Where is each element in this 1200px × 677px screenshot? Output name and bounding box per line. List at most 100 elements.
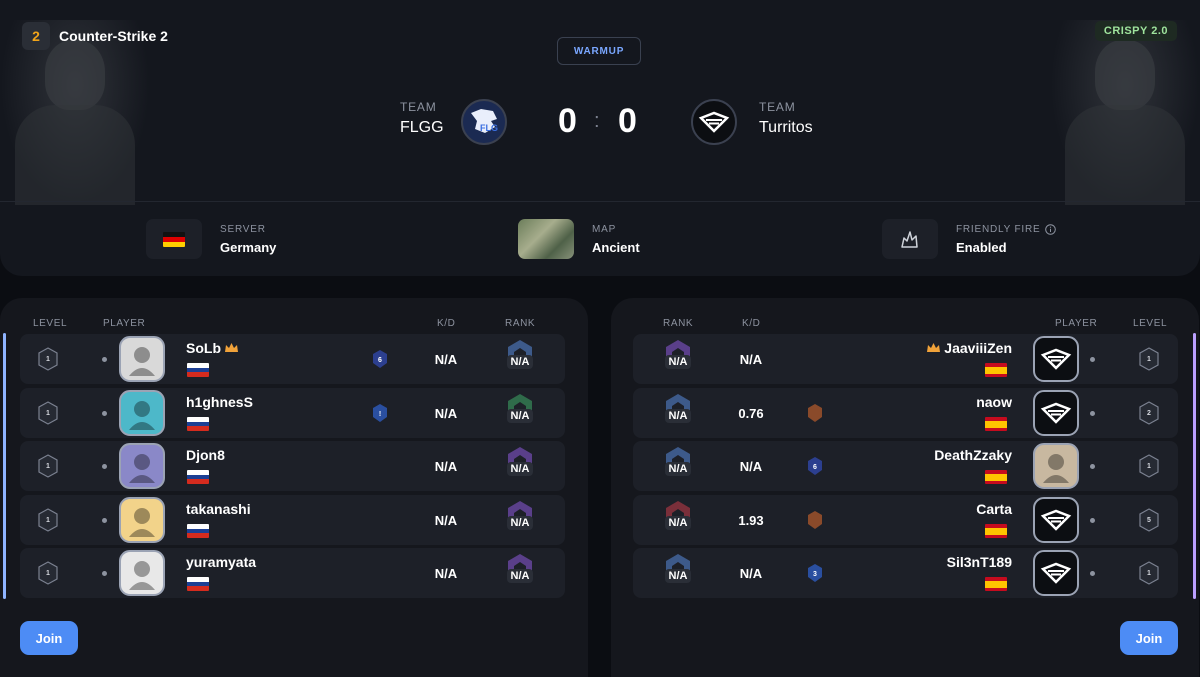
player-name[interactable]: JaaviiiZen <box>926 340 1012 356</box>
player-name[interactable]: Sil3nT189 <box>946 554 1012 570</box>
level-badge-icon: 2 <box>1138 401 1160 425</box>
svg-text:FLG: FLG <box>480 123 498 133</box>
rank-badge: N/A <box>501 553 539 593</box>
russia-flag-icon <box>187 417 209 431</box>
status-dot <box>1090 464 1095 469</box>
player-avatar[interactable] <box>119 336 165 382</box>
map-info: MAP Ancient <box>518 219 640 259</box>
russia-flag-icon <box>187 470 209 484</box>
player-kd: N/A <box>434 406 458 421</box>
player-avatar[interactable] <box>119 497 165 543</box>
player-row[interactable]: N/A N/A 3 Sil3nT189 1 <box>633 548 1178 598</box>
level-badge-icon: 1 <box>37 454 59 478</box>
match-header: 2 Counter-Strike 2 CRISPY 2.0 WARMUP TEA… <box>0 0 1200 276</box>
player-name[interactable]: naow <box>976 394 1012 410</box>
team-left-label: TEAM <box>400 100 437 114</box>
player-row[interactable]: N/A 0.76 naow 2 <box>633 388 1178 438</box>
player-name[interactable]: yuramyata <box>186 554 257 570</box>
player-row[interactable]: 1 takanashi N/A N/A <box>20 495 565 545</box>
svg-text:6: 6 <box>378 357 382 364</box>
player-name[interactable]: SoLb <box>186 340 239 356</box>
player-kd: N/A <box>434 566 458 581</box>
player-avatar[interactable] <box>1033 336 1079 382</box>
player-name[interactable]: Carta <box>976 501 1012 517</box>
player-avatar[interactable] <box>119 443 165 489</box>
player-avatar[interactable] <box>119 390 165 436</box>
header-divider <box>0 201 1200 202</box>
rank-value: N/A <box>664 409 692 423</box>
status-dot <box>1090 357 1095 362</box>
player-avatar[interactable] <box>1033 550 1079 596</box>
player-kd: N/A <box>739 352 763 367</box>
info-icon[interactable] <box>1044 223 1056 235</box>
player-avatar[interactable] <box>119 550 165 596</box>
server-flag-box <box>146 219 202 259</box>
player-kd: 1.93 <box>738 513 764 528</box>
crown-icon <box>225 343 238 352</box>
server-info: SERVER Germany <box>146 219 276 259</box>
svg-text:6: 6 <box>813 464 817 471</box>
player-row[interactable]: N/A N/A JaaviiiZen 1 <box>633 334 1178 384</box>
rank-badge: N/A <box>659 339 697 379</box>
player-avatar[interactable] <box>1033 497 1079 543</box>
rank-badge: N/A <box>501 393 539 433</box>
player-kd: N/A <box>434 513 458 528</box>
rank-value: N/A <box>506 569 534 583</box>
level-badge-icon: 1 <box>1138 561 1160 585</box>
medal-icon: 3 <box>806 562 824 584</box>
right-col-player: PLAYER <box>1055 318 1098 329</box>
team-left-name: FLGG <box>400 119 444 136</box>
server-label: SERVER <box>220 223 266 235</box>
map-label: MAP <box>592 223 617 235</box>
player-name[interactable]: takanashi <box>186 501 251 517</box>
player-name[interactable]: DeathZzaky <box>934 447 1012 463</box>
svg-text:!: ! <box>379 411 381 418</box>
rank-value: N/A <box>664 462 692 476</box>
status-dot <box>1090 518 1095 523</box>
player-avatar[interactable] <box>1033 443 1079 489</box>
rank-value: N/A <box>506 516 534 530</box>
level-badge-icon: 1 <box>37 508 59 532</box>
crown-icon <box>927 343 941 352</box>
player-row[interactable]: 1 yuramyata N/A N/A <box>20 548 565 598</box>
player-row[interactable]: 1 SoLb 6 N/A N/A <box>20 334 565 384</box>
status-dot <box>102 411 107 416</box>
rank-value: N/A <box>506 409 534 423</box>
russia-flag-icon <box>187 577 209 591</box>
left-col-level: LEVEL <box>33 318 68 329</box>
left-col-kd: K/D <box>437 318 456 329</box>
cs2-logo-icon: 2 <box>22 22 50 50</box>
medal-icon <box>806 509 824 531</box>
team-left-info: TEAM FLGG <box>400 100 444 137</box>
player-avatar[interactable] <box>1033 390 1079 436</box>
team-left-logo-icon: FLG <box>461 99 507 145</box>
status-dot <box>102 464 107 469</box>
player-kd: N/A <box>434 352 458 367</box>
join-team-right-button[interactable]: Join <box>1120 621 1178 655</box>
join-team-left-button[interactable]: Join <box>20 621 78 655</box>
rank-badge: N/A <box>501 500 539 540</box>
friendly-fire-label-text: FRIENDLY FIRE <box>956 223 1041 235</box>
player-kd: N/A <box>434 459 458 474</box>
rank-value: N/A <box>664 569 692 583</box>
player-row[interactable]: N/A 1.93 Carta 5 <box>633 495 1178 545</box>
player-row[interactable]: 1 h1ghnesS! N/A N/A <box>20 388 565 438</box>
status-dot <box>1090 411 1095 416</box>
germany-flag-icon <box>163 231 185 247</box>
score-separator: : <box>594 110 600 132</box>
map-value: Ancient <box>592 239 640 255</box>
player-name[interactable]: Djon8 <box>186 447 225 463</box>
player-name[interactable]: h1ghnesS <box>186 394 253 410</box>
spain-flag-icon <box>985 524 1007 538</box>
left-col-player: PLAYER <box>103 318 146 329</box>
svg-text:3: 3 <box>813 571 817 578</box>
spain-flag-icon <box>985 363 1007 377</box>
rank-badge: N/A <box>659 500 697 540</box>
medal-icon: ! <box>371 402 389 424</box>
rank-badge: N/A <box>659 446 697 486</box>
level-badge-icon: 1 <box>1138 454 1160 478</box>
player-row[interactable]: 1 Djon8 N/A N/A <box>20 441 565 491</box>
app-brand: 2 Counter-Strike 2 <box>22 22 168 50</box>
rank-value: N/A <box>664 355 692 369</box>
player-row[interactable]: N/A N/A 6 DeathZzaky 1 <box>633 441 1178 491</box>
